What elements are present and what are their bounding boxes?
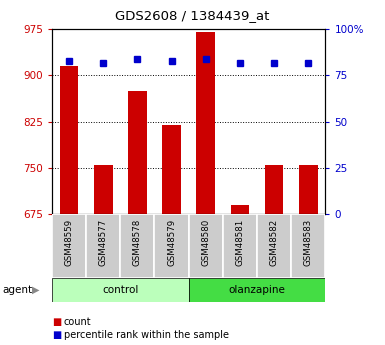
Text: GSM48582: GSM48582 xyxy=(270,219,279,266)
Bar xyxy=(189,278,325,302)
Text: ■: ■ xyxy=(52,317,61,326)
Text: ▶: ▶ xyxy=(32,285,39,295)
Bar xyxy=(231,205,249,214)
Bar xyxy=(257,214,291,278)
Bar xyxy=(52,214,86,278)
Text: GSM48578: GSM48578 xyxy=(133,219,142,266)
Bar xyxy=(94,165,113,214)
Text: GDS2608 / 1384439_at: GDS2608 / 1384439_at xyxy=(116,9,270,22)
Text: olanzapine: olanzapine xyxy=(229,285,285,295)
Bar xyxy=(291,214,325,278)
Bar xyxy=(264,165,283,214)
Bar xyxy=(299,165,318,214)
Bar xyxy=(154,214,189,278)
Text: GSM48583: GSM48583 xyxy=(304,219,313,266)
Bar xyxy=(52,278,189,302)
Text: GSM48580: GSM48580 xyxy=(201,219,210,266)
Bar xyxy=(60,66,79,214)
Text: GSM48559: GSM48559 xyxy=(65,219,74,266)
Text: control: control xyxy=(102,285,139,295)
Bar xyxy=(189,214,223,278)
Bar xyxy=(223,214,257,278)
Text: GSM48579: GSM48579 xyxy=(167,219,176,266)
Text: GSM48581: GSM48581 xyxy=(235,219,244,266)
Text: percentile rank within the sample: percentile rank within the sample xyxy=(64,330,229,339)
Bar xyxy=(86,214,120,278)
Text: GSM48577: GSM48577 xyxy=(99,219,108,266)
Bar xyxy=(120,214,154,278)
Text: ■: ■ xyxy=(52,330,61,339)
Bar xyxy=(196,32,215,214)
Bar xyxy=(162,125,181,214)
Text: count: count xyxy=(64,317,91,326)
Text: agent: agent xyxy=(2,285,32,295)
Bar xyxy=(128,91,147,214)
